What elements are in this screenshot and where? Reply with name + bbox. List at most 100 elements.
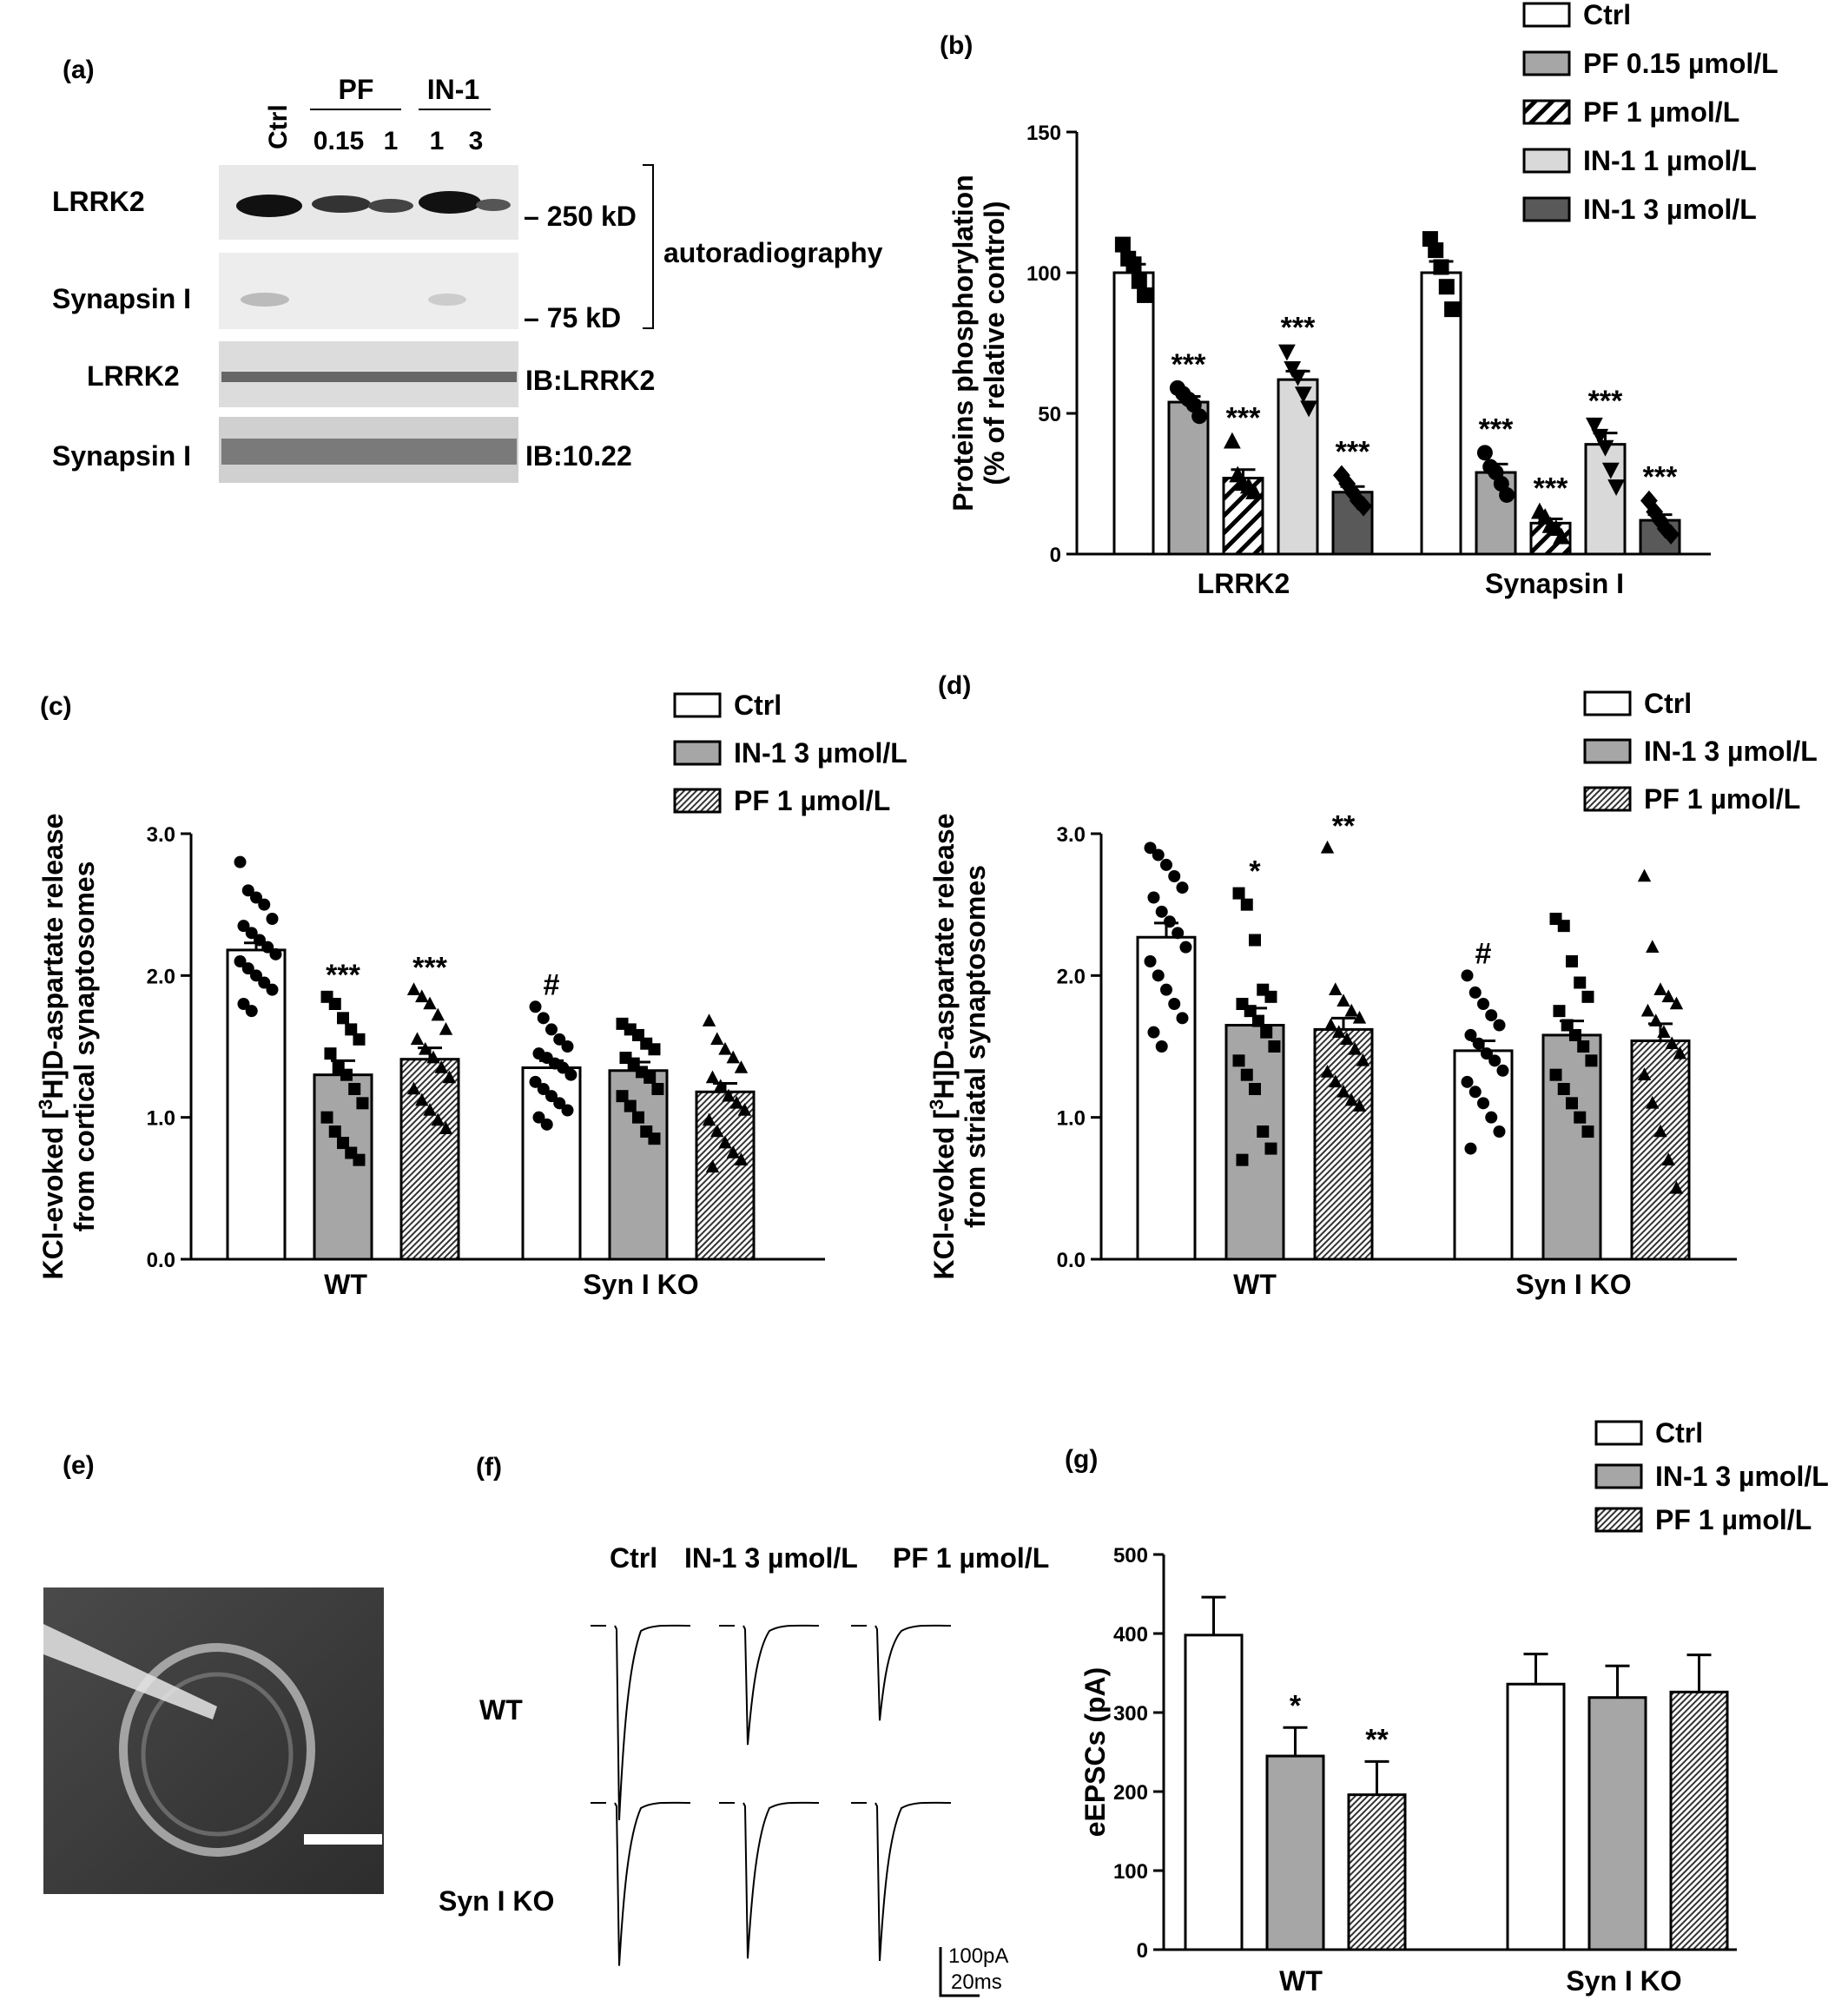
data-point	[423, 1103, 437, 1116]
trace	[742, 1801, 820, 1959]
data-point	[1493, 1125, 1506, 1138]
row-3-right: IB:LRRK2	[525, 365, 655, 396]
data-point	[537, 1083, 550, 1095]
data-point	[1653, 1124, 1667, 1138]
trace	[614, 1801, 691, 1966]
data-point	[353, 1153, 366, 1166]
data-point	[337, 1137, 349, 1150]
data-point	[353, 1033, 366, 1046]
data-point	[1278, 344, 1296, 361]
y-tick-label: 3.0	[1057, 823, 1086, 847]
data-point	[245, 1005, 258, 1018]
data-point	[266, 913, 279, 925]
data-point	[1577, 1040, 1590, 1053]
data-point	[1488, 1054, 1502, 1067]
data-point	[1249, 934, 1261, 947]
significance-mark: ***	[1172, 348, 1206, 381]
data-point	[1294, 386, 1312, 404]
data-point	[337, 1012, 349, 1025]
panel-d-chart: (d) 0.0 1.0 2.0 3.0 KCl-evoked [3H]D-aspartat…	[926, 671, 1818, 1300]
data-point	[1168, 870, 1181, 882]
bar	[1167, 400, 1210, 556]
y-tick-label: 0	[1050, 544, 1061, 567]
data-point	[1152, 969, 1165, 982]
data-point	[258, 898, 271, 911]
data-point	[1601, 462, 1620, 479]
data-point	[1485, 1111, 1498, 1124]
data-point	[1240, 898, 1253, 911]
data-point	[702, 1013, 716, 1026]
blot-band-ib-lrrk2	[221, 372, 517, 382]
data-point	[234, 955, 247, 967]
data-point	[1320, 1065, 1335, 1078]
data-point	[734, 1060, 749, 1073]
lane-in1-3: 3	[469, 127, 484, 155]
data-point	[1653, 982, 1667, 995]
data-point	[1669, 996, 1684, 1010]
data-point	[439, 1022, 453, 1035]
bar	[1587, 1696, 1647, 1951]
lane-ctrl: Ctrl	[264, 104, 293, 149]
data-point	[1640, 1003, 1655, 1017]
bar	[1453, 1049, 1514, 1261]
data-point	[529, 1075, 542, 1088]
bar	[399, 1058, 460, 1261]
bar	[1313, 1027, 1374, 1261]
y-tick-label: 200	[1113, 1781, 1148, 1805]
data-point	[1232, 887, 1245, 900]
data-point	[718, 1041, 732, 1055]
data-point	[1152, 848, 1165, 861]
blot-band-syn-in1	[428, 294, 466, 306]
bar	[1265, 1754, 1325, 1951]
data-point	[1561, 1019, 1574, 1032]
data-point	[1284, 361, 1302, 378]
data-point	[1333, 465, 1350, 485]
legend-label: IN-1 3 µmol/L	[1655, 1461, 1829, 1492]
panel-a-label: (a)	[63, 56, 95, 84]
data-point	[1549, 1068, 1562, 1081]
data-point	[423, 996, 437, 1010]
data-point	[1673, 1046, 1687, 1059]
lane-pf-1: 1	[384, 127, 399, 155]
y-tick-label: 2.0	[147, 965, 175, 988]
data-point	[1168, 998, 1181, 1010]
trace	[874, 1624, 952, 1721]
significance-mark: ***	[412, 952, 447, 985]
legend-label: Ctrl	[1644, 688, 1692, 719]
category-label: WT	[1233, 1269, 1277, 1300]
data-point	[426, 1050, 440, 1064]
data-point	[710, 1124, 724, 1138]
category-label: Syn I KO	[1566, 1965, 1681, 1997]
data-point	[434, 1060, 448, 1073]
data-point	[269, 947, 282, 960]
data-point	[1461, 969, 1474, 982]
data-point	[1574, 976, 1587, 989]
data-point	[1581, 990, 1594, 1003]
data-point	[1179, 941, 1192, 954]
row-4-label: Synapsin I	[52, 440, 191, 472]
data-point	[537, 1012, 550, 1025]
data-point	[1329, 1074, 1343, 1088]
y-axis-label: from cortical synaptosomes	[69, 861, 100, 1232]
data-point	[1163, 915, 1176, 928]
blot-band-ib-syn	[221, 439, 517, 465]
data-point	[1300, 400, 1317, 418]
data-point	[261, 941, 274, 954]
data-point	[1249, 1083, 1261, 1095]
data-point	[1176, 1012, 1189, 1025]
data-point	[406, 1081, 421, 1095]
micrograph-cell	[119, 1643, 315, 1857]
data-point	[348, 1083, 361, 1095]
autoradiography-bracket	[643, 164, 654, 329]
data-point	[1461, 1075, 1474, 1088]
bar	[1347, 1793, 1407, 1951]
lane-in1-1: 1	[430, 127, 445, 155]
f-scale-y: 100pA	[948, 1944, 1008, 1968]
panel-label: (c)	[40, 692, 72, 721]
data-point	[1646, 1095, 1660, 1109]
data-point	[722, 1088, 736, 1102]
category-label: LRRK2	[1198, 568, 1290, 599]
data-point	[415, 1092, 429, 1106]
legend-swatch	[1594, 1420, 1643, 1446]
data-point	[1472, 1037, 1485, 1050]
